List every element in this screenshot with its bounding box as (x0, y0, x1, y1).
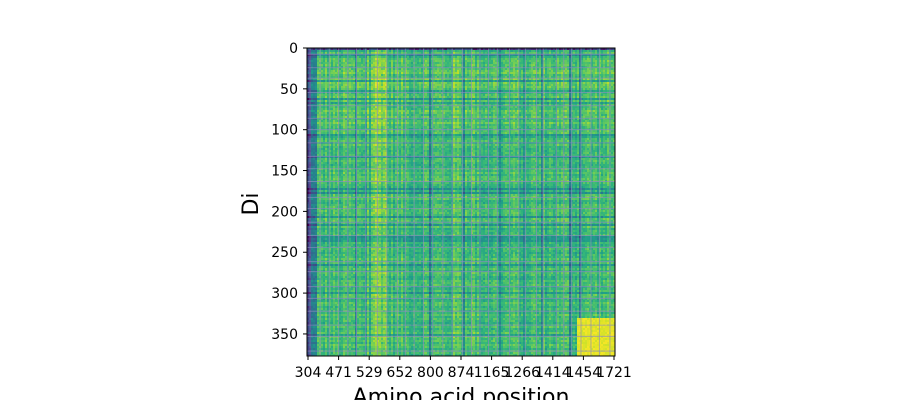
y-tick-label: 200 (271, 204, 298, 220)
y-axis: 0 50 100 150 200 250 300 350 (271, 41, 307, 343)
x-axis-label: Amino acid position (353, 385, 570, 400)
x-tick-label: 1266 (504, 365, 540, 381)
y-tick-label: 150 (271, 164, 298, 180)
y-tick-label: 300 (271, 286, 298, 302)
x-tick-label: 529 (356, 365, 383, 381)
y-tick-label: 100 (271, 123, 298, 139)
x-tick-label: 304 (295, 365, 322, 381)
y-tick-label: 50 (280, 82, 298, 98)
y-tick-label: 350 (271, 327, 298, 343)
x-tick-label: 652 (386, 365, 413, 381)
y-tick-label: 0 (289, 41, 298, 57)
x-tick-label: 1721 (596, 365, 632, 381)
grid-lines (307, 48, 615, 356)
x-tick-label: 1454 (566, 365, 602, 381)
x-tick-label: 800 (417, 365, 444, 381)
heatmap-cells (307, 48, 616, 357)
x-tick-label: 1414 (535, 365, 571, 381)
x-tick-label: 1165 (474, 365, 510, 381)
x-tick-label: 874 (448, 365, 475, 381)
y-tick-label: 250 (271, 245, 298, 261)
y-axis-label: Di (239, 192, 264, 215)
x-tick-label: 471 (325, 365, 352, 381)
